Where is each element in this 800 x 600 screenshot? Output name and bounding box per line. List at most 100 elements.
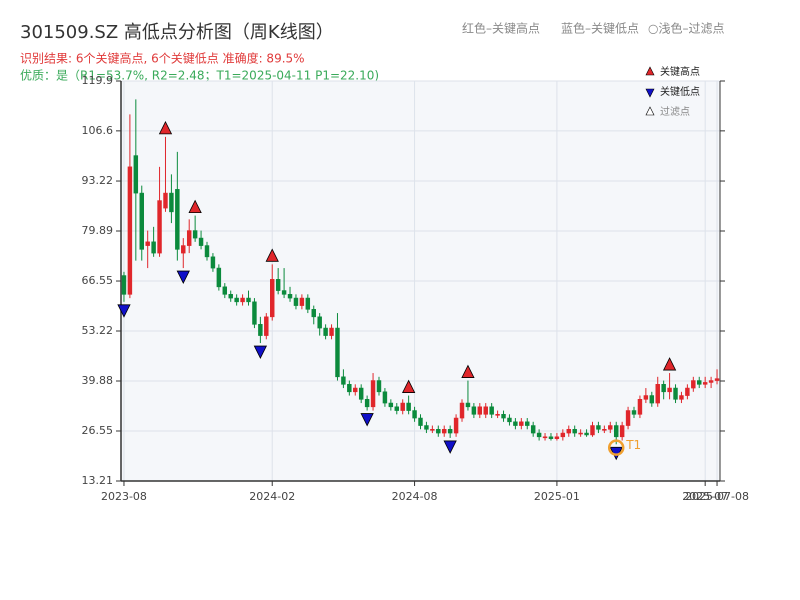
t1-marker: [607, 439, 625, 456]
candle-body: [412, 410, 417, 419]
candle-body: [542, 436, 548, 439]
legend-marker: [645, 88, 655, 98]
candle-body: [637, 399, 643, 415]
candle-body: [697, 380, 702, 385]
candle-body: [685, 387, 690, 396]
candle-body: [507, 417, 512, 423]
candle-body: [459, 402, 465, 419]
candle-body: [554, 436, 560, 439]
candle-body: [631, 410, 637, 415]
key-low-marker: [176, 270, 190, 284]
candle-body: [329, 327, 334, 336]
key-low-marker: [360, 413, 374, 427]
candle-body: [311, 309, 316, 318]
candle-body: [590, 425, 595, 436]
candle-body: [222, 286, 228, 295]
candle-body: [619, 425, 625, 438]
candle-body: [513, 421, 518, 426]
candle-body: [388, 402, 394, 408]
candle-body: [258, 324, 263, 336]
key-high-marker: [401, 379, 416, 393]
candle-body: [370, 380, 376, 408]
key-low-marker: [117, 304, 131, 318]
candle-body: [216, 267, 222, 288]
candle-body: [418, 417, 423, 426]
candle-body: [406, 402, 411, 411]
candle-body: [341, 376, 346, 385]
candle-body: [596, 425, 601, 430]
candle-body: [560, 432, 566, 438]
candle-body: [625, 410, 631, 426]
candle-body: [181, 245, 186, 254]
candle-body: [525, 421, 530, 426]
candle-body: [186, 230, 192, 246]
candle-body: [270, 279, 275, 318]
candle-body: [453, 417, 459, 434]
t1-label: T1: [625, 438, 641, 452]
candle-body: [323, 327, 328, 336]
candle-body: [264, 316, 269, 336]
candle-body: [489, 406, 494, 415]
candle-body: [353, 387, 358, 393]
x-tick-label: 2025-07: [682, 490, 728, 503]
candle-body: [702, 382, 708, 385]
candle-body: [673, 387, 678, 400]
candle-body: [198, 237, 204, 246]
x-tick-label: 2025-01: [534, 490, 580, 503]
candle-body: [519, 421, 524, 426]
candle-body: [382, 391, 388, 404]
y-tick-label: 106.6: [82, 124, 114, 137]
candle-body: [175, 189, 180, 250]
y-tick-label: 79.89: [82, 224, 114, 237]
quality-note: 优质：是（R1=53.7%, R2=2.48；T1=2025-04-11 P1=…: [20, 69, 379, 83]
legend-marker: [645, 66, 655, 76]
candle-body: [287, 294, 293, 299]
candle-body: [578, 432, 583, 435]
key-high-marker: [188, 199, 202, 213]
candle-body: [204, 245, 210, 258]
y-tick-label: 53.22: [82, 324, 114, 337]
x-tick-label: 2024-08: [392, 490, 438, 503]
y-tick-label: 119.9: [82, 74, 114, 87]
candle-body: [400, 402, 405, 411]
top-legend: ○浅色–过滤点: [648, 22, 724, 36]
y-tick-label: 66.55: [82, 274, 114, 287]
candle-body: [127, 166, 133, 295]
y-tick-label: 26.55: [82, 424, 114, 437]
candle-body: [192, 230, 198, 239]
candle-body: [240, 297, 245, 303]
candle-body: [572, 428, 577, 434]
legend-label: 关键低点: [660, 85, 700, 98]
y-tick-label: 39.88: [82, 374, 114, 387]
key-low-marker: [443, 440, 457, 454]
candle-body: [281, 290, 287, 295]
candle-body: [447, 428, 453, 434]
y-tick-label: 93.22: [82, 174, 114, 187]
x-tick-label: 2024-02: [249, 490, 295, 503]
key-high-marker: [158, 120, 173, 135]
candle-body: [661, 384, 666, 393]
subtitle: 识别结果: 6个关键高点, 6个关键低点 准确度: 89.5%: [20, 51, 305, 66]
candle-body: [471, 406, 477, 415]
candle-body: [708, 380, 714, 383]
candle-body: [305, 297, 311, 310]
candle-body: [252, 301, 257, 325]
candle-body: [347, 384, 352, 393]
candle-body: [246, 297, 251, 303]
candle-body: [169, 192, 174, 213]
candle-body: [234, 297, 239, 303]
candle-body: [441, 428, 447, 434]
candle-body: [643, 395, 649, 400]
candle-body: [358, 387, 364, 400]
candle-body: [139, 192, 144, 250]
chart-title: 301509.SZ 高低点分析图（周K线图）: [20, 22, 334, 43]
key-high-marker: [461, 364, 475, 378]
candle-body: [679, 395, 684, 400]
candle-body: [655, 384, 660, 404]
candle-body: [566, 428, 571, 434]
candle-body: [364, 399, 370, 408]
candle-body: [667, 387, 672, 393]
candle-body: [584, 432, 589, 436]
candle-body: [548, 436, 554, 439]
